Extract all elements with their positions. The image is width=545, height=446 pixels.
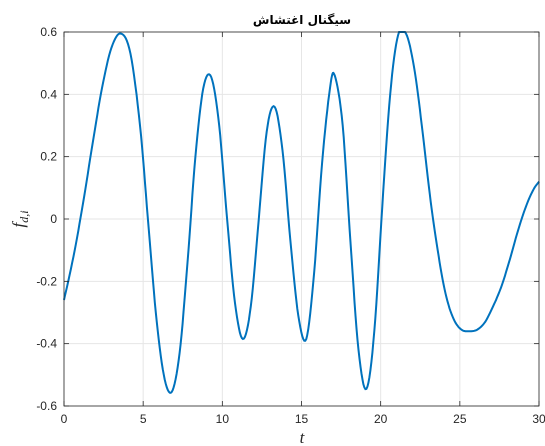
y-tick-label: 0 xyxy=(50,212,57,226)
y-axis-label: fd,i xyxy=(9,210,31,227)
y-tick-label: -0.6 xyxy=(36,399,57,413)
y-tick-label: -0.2 xyxy=(36,274,57,288)
y-tick-labels: -0.6 -0.4 -0.2 0 0.2 0.4 0.6 xyxy=(36,25,57,413)
x-tick-label: 25 xyxy=(453,412,467,426)
x-tick-label: 10 xyxy=(216,412,230,426)
y-tick-label: 0.6 xyxy=(40,25,57,39)
series-line-fdi xyxy=(63,31,540,394)
x-tick-label: 5 xyxy=(140,412,147,426)
y-tick-label: 0.2 xyxy=(40,150,57,164)
x-tick-label: 0 xyxy=(61,412,68,426)
y-axis-label-subscript: d,i xyxy=(17,210,31,222)
y-tick-label: -0.4 xyxy=(36,337,57,351)
x-tick-labels: 0 5 10 15 20 25 30 xyxy=(61,412,545,426)
x-tick-label: 20 xyxy=(374,412,388,426)
y-tick-label: 0.4 xyxy=(40,87,57,101)
chart-title: سیگنال اغتشاش xyxy=(253,13,351,27)
y-axis-label-main: f xyxy=(9,221,28,228)
x-tick-label: 30 xyxy=(532,412,545,426)
x-axis-label: t xyxy=(300,428,306,446)
plot-frame xyxy=(63,31,540,407)
x-tick-label: 15 xyxy=(295,412,309,426)
